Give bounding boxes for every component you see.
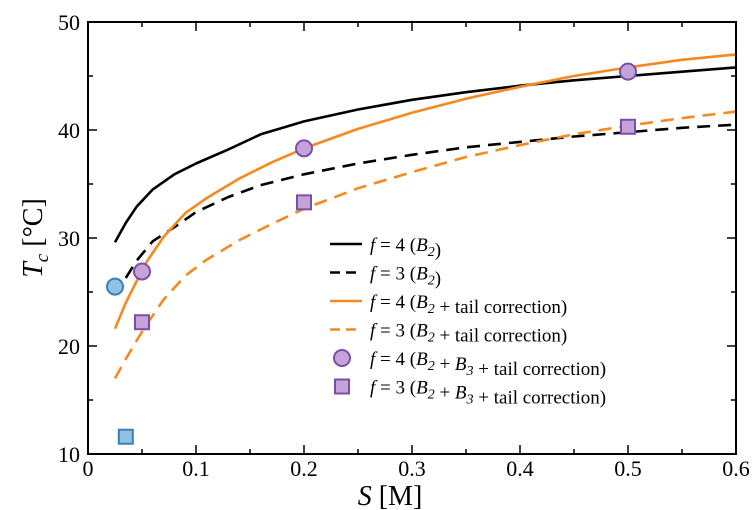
series-5-point <box>133 262 151 281</box>
x-tick-label: 0.5 <box>614 456 642 481</box>
legend-label: f = 4 (B2 + tail correction) <box>370 292 567 318</box>
x-tick-label: 0.6 <box>722 456 750 481</box>
series-5-point <box>619 62 637 81</box>
plot-markers <box>106 62 637 445</box>
y-tick-label: 50 <box>58 10 80 35</box>
y-tick-label: 40 <box>58 118 80 143</box>
axis-tick-labels: 0 0.1 0.2 0.3 0.4 0.5 0.6 10 20 30 40 50 <box>58 10 750 481</box>
series-6-point <box>620 118 636 135</box>
extra-square-point <box>117 428 134 445</box>
legend-entry-1: f = 4 (B2) <box>330 235 441 261</box>
legend: f = 4 (B2) f = 3 (B2)f = 4 (B2 + tail cor… <box>330 235 606 409</box>
series-line-4 <box>113 110 737 380</box>
legend-entry-4: f = 3 (B2 + tail correction) <box>330 321 567 347</box>
x-tick-label: 0.1 <box>182 456 210 481</box>
series-6-point <box>134 314 150 331</box>
y-axis-title: Tc [°C] <box>18 198 53 278</box>
y-axis-title-text: Tc [°C] <box>18 198 53 278</box>
legend-label: f = 3 (B2 + tail correction) <box>370 321 567 347</box>
x-tick-label: 0.4 <box>506 456 534 481</box>
legend-entry-5: f = 4 (B2 + B3 + tail correction) <box>333 349 606 380</box>
series-line-2 <box>124 123 737 279</box>
axis-ticks <box>87 21 737 455</box>
x-axis-title: S [M] <box>358 481 423 510</box>
series-5-point <box>295 139 313 158</box>
y-tick-label: 10 <box>58 442 80 467</box>
series-6-point <box>296 194 312 211</box>
x-tick-label: 0.2 <box>290 456 318 481</box>
series-line-3 <box>113 53 737 330</box>
x-axis-title-unit: [M] <box>372 481 423 510</box>
extra-circle-point <box>106 277 124 296</box>
y-axis-title-unit: [°C] <box>18 198 49 254</box>
series-line-1 <box>113 66 737 243</box>
legend-label: f = 4 (B2) <box>370 235 441 261</box>
y-tick-label: 30 <box>58 226 80 251</box>
legend-entry-2: f = 3 (B2) <box>330 264 441 290</box>
legend-label: f = 3 (B2) <box>370 264 441 290</box>
legend-swatch <box>334 378 350 395</box>
legend-entry-6: f = 3 (B2 + B3 + tail correction) <box>334 378 606 409</box>
x-tick-label: 0.3 <box>398 456 426 481</box>
y-axis-title-subscript: c <box>32 253 53 262</box>
y-tick-label: 20 <box>58 334 80 359</box>
legend-label: f = 3 (B2 + B3 + tail correction) <box>370 378 606 409</box>
legend-entry-3: f = 4 (B2 + tail correction) <box>330 292 567 318</box>
x-tick-label: 0 <box>83 456 94 481</box>
legend-swatch <box>333 349 351 367</box>
legend-label: f = 4 (B2 + B3 + tail correction) <box>370 349 606 380</box>
